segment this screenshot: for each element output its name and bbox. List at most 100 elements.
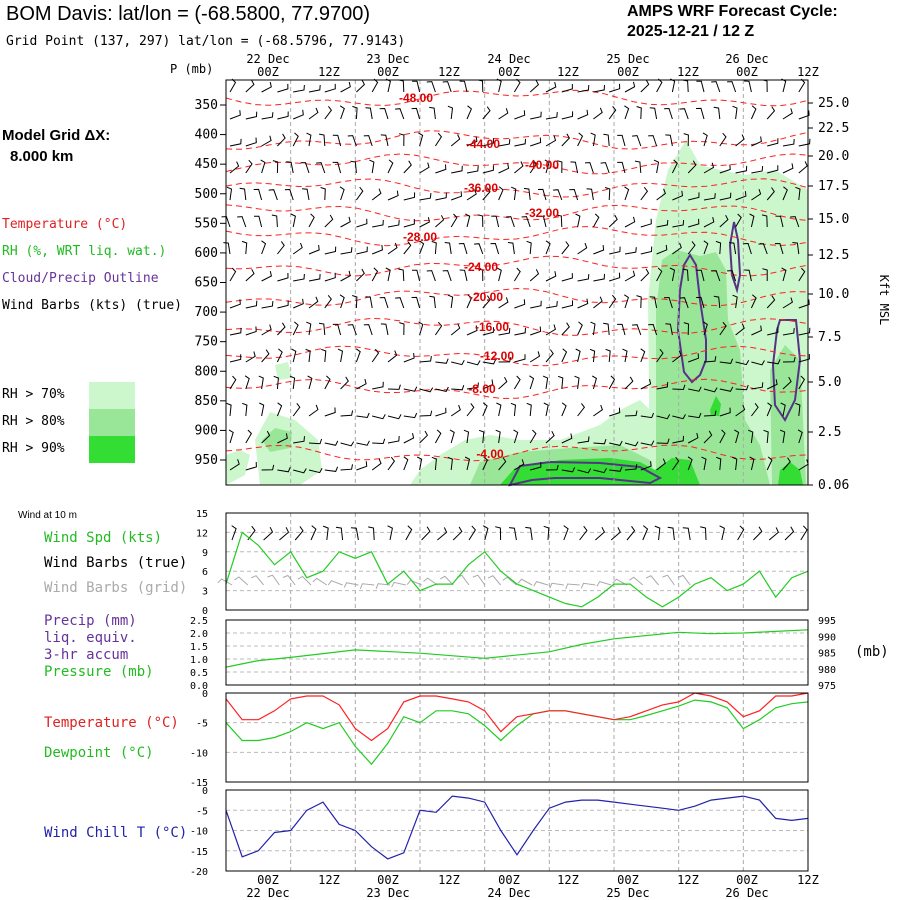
upper-wind-barb: [782, 297, 793, 309]
upper-wind-barb: [237, 216, 247, 228]
upper-wind-barb: [656, 414, 671, 420]
upper-wind-barb: [648, 323, 658, 336]
upper-wind-barb: [561, 348, 568, 363]
upper-wind-barb: [379, 107, 389, 120]
wind-ytick: 3: [202, 587, 208, 598]
precip-ytick: 1.5: [190, 642, 208, 653]
surface-wind-barb-true: [642, 525, 649, 541]
upper-wind-barb: [577, 298, 589, 309]
upper-wind-barb: [656, 381, 669, 390]
upper-wind-barb: [385, 78, 391, 93]
upper-wind-barb: [226, 186, 233, 201]
upper-wind-barb: [513, 267, 521, 282]
surface-wind-barb-grid: [250, 575, 264, 586]
upper-wind-barb: [261, 349, 270, 363]
upper-wind-barb: [418, 321, 424, 336]
upper-wind-barb: [482, 295, 491, 309]
surface-wind-barb-true: [563, 525, 569, 541]
surface-wind-barb-true: [579, 525, 588, 541]
upper-wind-barb: [292, 242, 303, 255]
bottom-date-label: 22 Dec: [246, 886, 289, 900]
pressure-ytick-labels: 995 990 985 980 975: [818, 616, 836, 692]
upper-wind-barb: [372, 438, 386, 445]
upper-wind-barb: [798, 353, 810, 363]
upper-wind-barb: [308, 244, 320, 255]
pressure-tick: 900: [195, 423, 218, 438]
upper-wind-barb: [624, 376, 634, 390]
upper-wind-barb: [241, 240, 248, 255]
upper-wind-barb: [798, 375, 806, 390]
bottom-time-label: 12Z: [797, 873, 819, 887]
pressure-tick-labels: 350 400 450 500 550 600 650 700 750 800 850 900 950: [195, 98, 226, 468]
pressure-tick: 350: [195, 98, 218, 113]
surface-wind-barb-grid: [662, 574, 675, 586]
upper-wind-barb: [624, 247, 637, 255]
cross-section-panel: P (mb) 22 Dec 23 Dec 24 Dec 25 Dec 26 Dec 00…: [170, 52, 891, 493]
upper-wind-barb: [669, 78, 676, 93]
upper-wind-barb: [466, 325, 478, 336]
upper-wind-barb: [496, 78, 502, 93]
upper-wind-barb: [766, 402, 773, 417]
upper-wind-barb: [713, 106, 721, 120]
upper-wind-barb: [679, 297, 689, 309]
upper-wind-barb: [649, 296, 658, 309]
surface-wind-barb-true: [800, 525, 808, 541]
rh90-patch-1: [710, 396, 721, 416]
upper-wind-barb: [672, 414, 686, 420]
upper-wind-barb: [604, 187, 611, 201]
rh70-label: RH > 70%: [2, 387, 65, 402]
temperature-contours: [225, 89, 809, 462]
upper-wind-barb: [387, 456, 396, 471]
upper-wind-barb: [395, 297, 405, 309]
upper-wind-barb: [640, 348, 646, 363]
upper-wind-barb: [379, 296, 389, 309]
surface-wind-barb-grid: [406, 579, 422, 586]
upper-wind-barb: [459, 80, 468, 93]
pressure-tick: 950: [195, 453, 218, 468]
precip-ytick: 2.0: [190, 629, 208, 640]
upper-wind-barb: [245, 429, 253, 444]
upper-wind-barb: [505, 216, 515, 228]
upper-wind-barb: [277, 433, 288, 444]
surface-wind-barb-true: [387, 525, 393, 541]
temperature-contour: [225, 178, 809, 198]
upper-wind-barb: [727, 270, 737, 282]
upper-wind-barb: [767, 138, 779, 147]
cloud-outlines: [508, 221, 802, 487]
upper-wind-barb: [387, 159, 394, 174]
upper-wind-barb: [795, 186, 801, 201]
upper-wind-barb: [732, 105, 738, 120]
upper-wind-barb: [530, 326, 542, 336]
upper-wind-barb: [530, 300, 542, 309]
upper-wind-barb: [277, 111, 289, 120]
temp-ytick: 0: [202, 689, 208, 700]
upper-wind-barb: [245, 79, 255, 93]
upper-wind-barb: [229, 161, 240, 174]
upper-wind-barb: [711, 270, 721, 282]
top-time-label: 12Z: [438, 65, 460, 79]
upper-wind-barb: [411, 269, 421, 282]
upper-wind-barb: [672, 219, 685, 228]
rh90-label: RH > 90%: [2, 441, 65, 456]
bottom-time-label: 12Z: [438, 873, 460, 887]
upper-wind-barb: [229, 267, 237, 282]
upper-wind-barb: [557, 160, 563, 174]
top-date-label: 22 Dec: [246, 52, 289, 66]
temperature-contour-label: -48.00: [399, 91, 433, 105]
upper-wind-barb: [775, 215, 784, 228]
upper-wind-barb: [229, 138, 242, 147]
upper-wind-barb: [514, 110, 526, 120]
temperature-contour-label: -24.00: [464, 260, 498, 274]
upper-wind-barb: [529, 269, 540, 282]
upper-wind-barb: [719, 358, 734, 364]
upper-wind-barb: [640, 268, 650, 282]
upper-wind-barb: [523, 187, 531, 201]
upper-wind-barb: [577, 84, 590, 93]
upper-wind-barb: [609, 83, 621, 93]
surface-wind-barb-true: [482, 525, 489, 541]
upper-wind-barb: [387, 384, 401, 390]
upper-wind-barb: [514, 459, 525, 471]
upper-wind-barb: [482, 138, 494, 147]
upper-wind-barb: [435, 407, 447, 417]
upper-wind-barb: [442, 81, 452, 93]
